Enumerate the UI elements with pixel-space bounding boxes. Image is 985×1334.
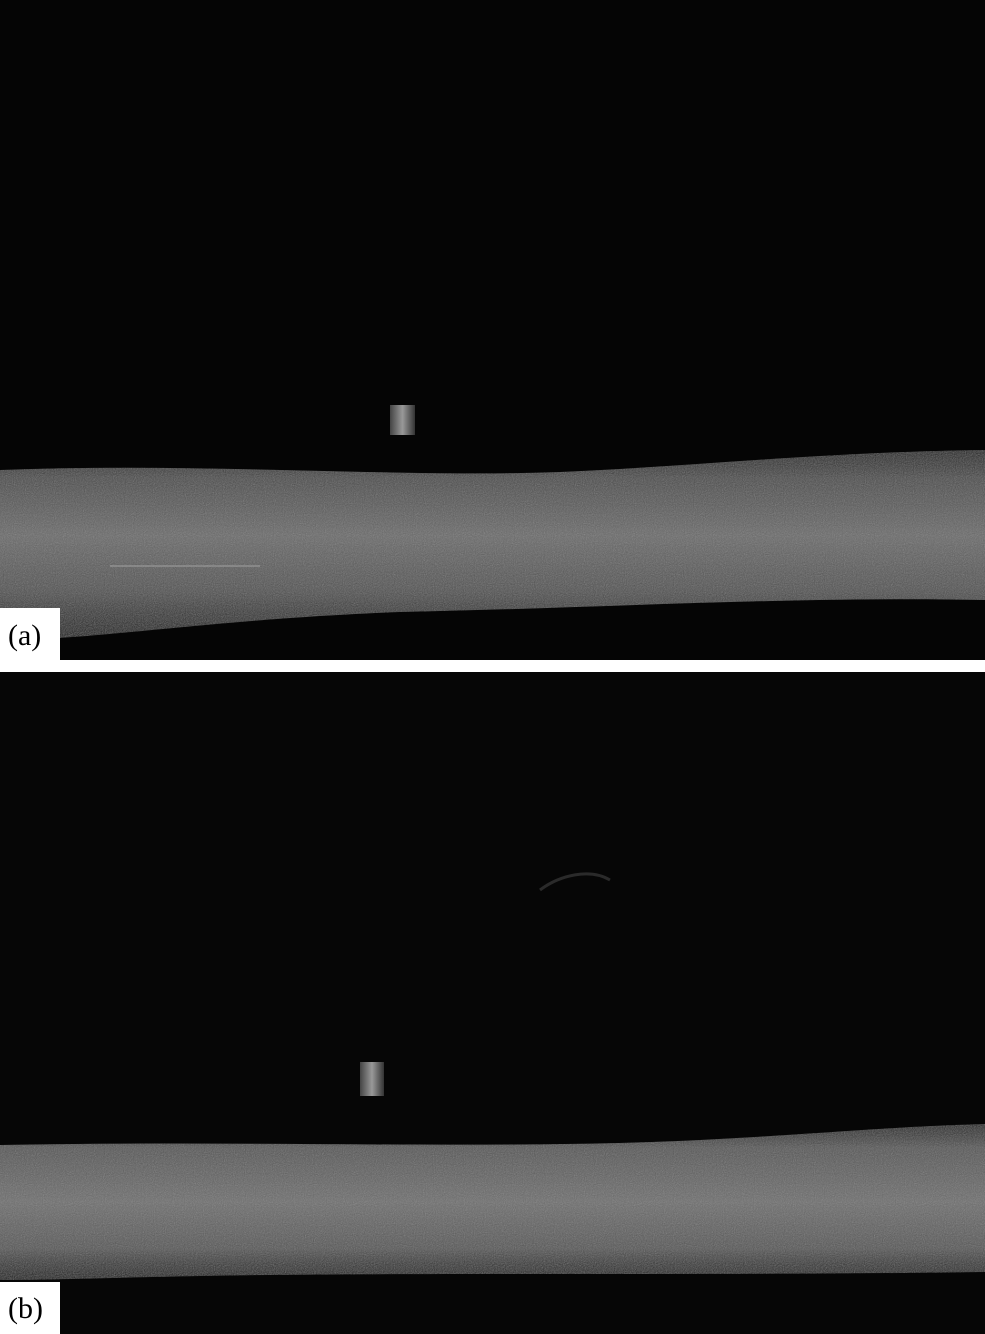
panel-a: (a) [0, 0, 985, 660]
band [0, 450, 985, 640]
faint-feature [539, 872, 611, 892]
label-box [0, 1282, 60, 1334]
object [360, 1062, 384, 1096]
panel-b: (b) [0, 672, 985, 1334]
label-box [0, 608, 60, 660]
band [0, 1124, 985, 1280]
object [390, 405, 415, 435]
panel-label: (a) [8, 619, 41, 652]
panel-label: (b) [8, 1292, 43, 1325]
